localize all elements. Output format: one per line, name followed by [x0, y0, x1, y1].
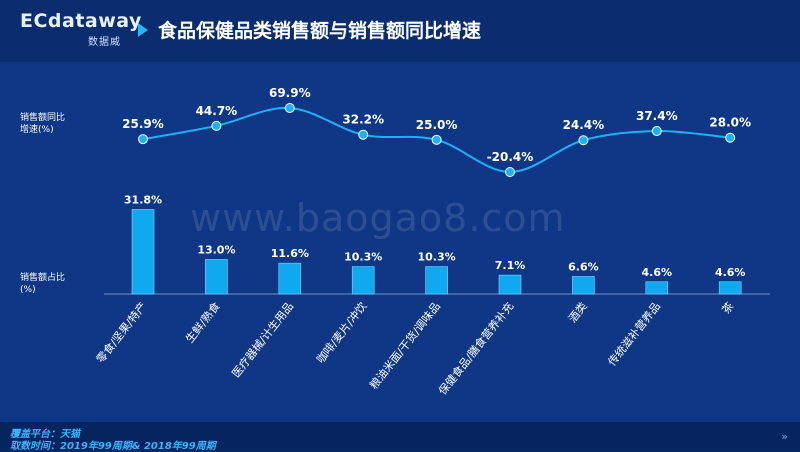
category-label: 茶 — [720, 300, 737, 317]
growth-point — [138, 134, 148, 145]
bar-value-label: 13.0% — [197, 243, 235, 256]
share-axis-label: 销售额占比 (%) — [20, 273, 66, 295]
growth-point — [505, 167, 515, 177]
growth-value-label: -20.4% — [487, 150, 534, 164]
category-label: 咖啡/麦片/冲饮 — [313, 299, 369, 365]
bar-value-label: 4.6% — [715, 266, 746, 279]
growth-value-label: 44.7% — [196, 104, 238, 118]
growth-value-label: 69.9% — [269, 86, 311, 100]
growth-point — [651, 126, 662, 137]
growth-point — [431, 134, 442, 145]
bar-value-label: 31.8% — [124, 193, 162, 206]
next-page-icon[interactable]: » — [781, 430, 788, 443]
category-label: 生鲜/熟食 — [182, 299, 222, 345]
growth-value-label: 24.4% — [563, 118, 605, 132]
footer-period: 取数时间：2019年99周期& 2018年99周期 — [10, 441, 216, 452]
growth-value-label: 25.0% — [416, 118, 458, 132]
bar — [645, 281, 669, 295]
bar-value-label: 10.3% — [418, 251, 456, 264]
logo-subtitle: 数据威 — [88, 37, 121, 48]
category-label: 粮油米面/干货/调味品 — [366, 299, 443, 391]
growth-value-label: 37.4% — [636, 109, 678, 123]
bar — [351, 266, 375, 295]
growth-axis-label: 销售额同比 增速(%) — [20, 113, 66, 135]
growth-point — [358, 129, 369, 140]
bar — [425, 266, 448, 295]
category-label: 酒类 — [565, 299, 590, 325]
bar-value-label: 10.3% — [344, 251, 382, 264]
footer: 覆盖平台：天猫 取数时间：2019年99周期& 2018年99周期 » — [0, 422, 800, 452]
bar-value-label: 7.1% — [495, 259, 526, 272]
bar-value-label: 6.6% — [568, 260, 599, 273]
category-label: 零食/坚果/特产 — [93, 299, 149, 365]
growth-point — [211, 120, 222, 131]
growth-value-label: 25.9% — [122, 117, 164, 131]
footer-platform: 覆盖平台：天猫 — [10, 429, 80, 440]
watermark: www.baogao8.com — [190, 196, 566, 240]
growth-value-label: 28.0% — [709, 116, 751, 130]
page-title: 食品保健品类销售额与销售额同比增速 — [158, 20, 482, 42]
bar-value-label: 11.6% — [271, 247, 309, 260]
bar — [205, 259, 228, 295]
combo-chart: 31.8% 13.0% 11.6% 10.3% 10.3% 7.1% 6.6% 4.6% 4.6… — [93, 86, 770, 397]
bar — [131, 209, 155, 295]
category-label: 传统滋补营养品 — [605, 299, 663, 368]
bar-value-label: 4.6% — [642, 266, 673, 279]
logo: ECdataway — [20, 10, 142, 32]
title-arrow-icon — [138, 23, 148, 37]
header: ECdataway 数据威 食品保健品类销售额与销售额同比增速 — [0, 0, 800, 62]
bar — [278, 262, 302, 295]
growth-point — [578, 135, 589, 146]
category-label: 医疗器械/计生用品 — [229, 299, 296, 380]
category-label: 保健食品/膳食营养补充 — [435, 299, 516, 397]
bar — [498, 274, 522, 295]
bar — [718, 281, 742, 295]
growth-point — [725, 132, 736, 143]
growth-point — [284, 103, 295, 113]
bar — [572, 276, 595, 295]
growth-value-label: 32.2% — [342, 113, 384, 127]
